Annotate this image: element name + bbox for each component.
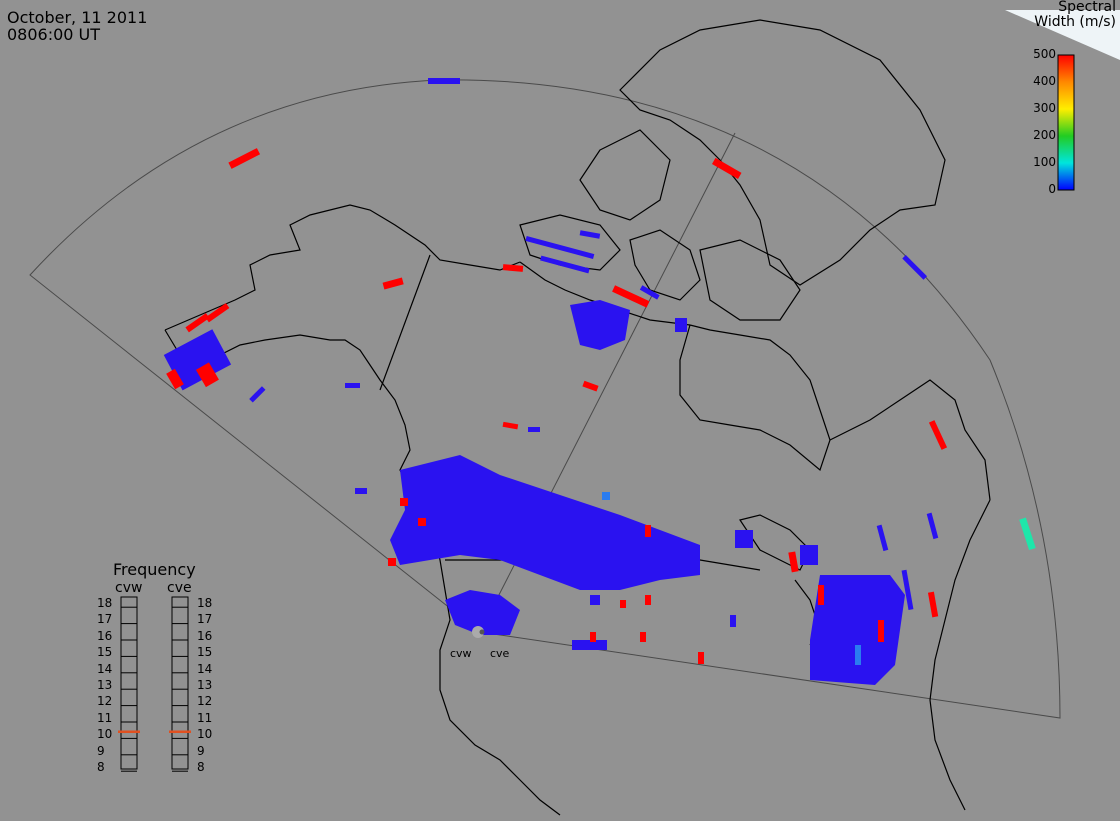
frequency-title: Frequency	[113, 560, 196, 579]
frequency-tick-right: 12	[197, 694, 213, 709]
frequency-col-cvw: cvw	[115, 580, 143, 596]
radar-label-cve: cve	[490, 647, 510, 660]
colorbar-tick-label: 500	[1033, 47, 1056, 61]
date-label: October, 11 2011	[7, 8, 148, 27]
time-label: 0806:00 UT	[7, 25, 101, 44]
frequency-tick-left: 10	[97, 727, 113, 742]
colorbar-tick-label: 100	[1033, 155, 1056, 169]
frequency-tick-right: 16	[197, 628, 213, 643]
corner-wedge	[1005, 10, 1120, 60]
echoes-low-width	[163, 78, 939, 685]
colorbar-tick-label: 200	[1033, 128, 1056, 142]
frequency-tick-right: 13	[197, 678, 213, 692]
frequency-tick-left: 11	[97, 710, 113, 725]
colorbar-tick-label: 400	[1033, 74, 1056, 88]
colorbar-title: Spectral Width (m/s)	[1034, 0, 1116, 30]
frequency-tick-left: 15	[97, 645, 113, 660]
echoes-high-width	[166, 148, 948, 664]
frequency-grid	[121, 606, 188, 772]
frequency-col-cve: cve	[167, 580, 192, 596]
coastlines	[164, 19, 991, 816]
frequency-tick-right: 14	[197, 661, 213, 676]
colorbar-tick-label: 300	[1033, 101, 1056, 115]
colorbar-title-line1: Spectral	[1058, 0, 1116, 15]
frequency-tick-left: 12	[97, 694, 113, 709]
radar-label-cvw: cvw	[450, 647, 472, 660]
frequency-tick-right: 10	[197, 727, 213, 742]
frequency-tick-right: 9	[197, 743, 205, 758]
colorbar-title-line2: Width (m/s)	[1034, 14, 1116, 30]
frequency-tick-left: 17	[97, 612, 113, 627]
frequency-tick-right: 11	[197, 710, 213, 725]
radar-site-marker	[479, 629, 485, 635]
echoes-mid-width	[602, 492, 1036, 665]
frequency-tick-left: 18	[97, 596, 113, 610]
datetime-label: October, 11 2011 0806:00 UT	[7, 9, 147, 43]
field-of-view	[29, 79, 1061, 719]
frequency-tick-right: 8	[197, 760, 205, 774]
frequency-columns	[120, 596, 189, 770]
frequency-tick-right: 17	[197, 612, 213, 627]
frequency-tick-left: 8	[97, 760, 105, 774]
colorbar	[1057, 54, 1075, 191]
frequency-tick-right: 18	[197, 596, 213, 610]
frequency-tick-left: 9	[97, 743, 105, 758]
frequency-tick-left: 14	[97, 661, 113, 676]
frequency-tick-right: 15	[197, 645, 213, 660]
frequency-tick-left: 13	[97, 678, 113, 692]
colorbar-tick-label: 0	[1048, 182, 1056, 196]
radar-site-marker	[472, 626, 484, 638]
frequency-tick-left: 16	[97, 628, 113, 643]
